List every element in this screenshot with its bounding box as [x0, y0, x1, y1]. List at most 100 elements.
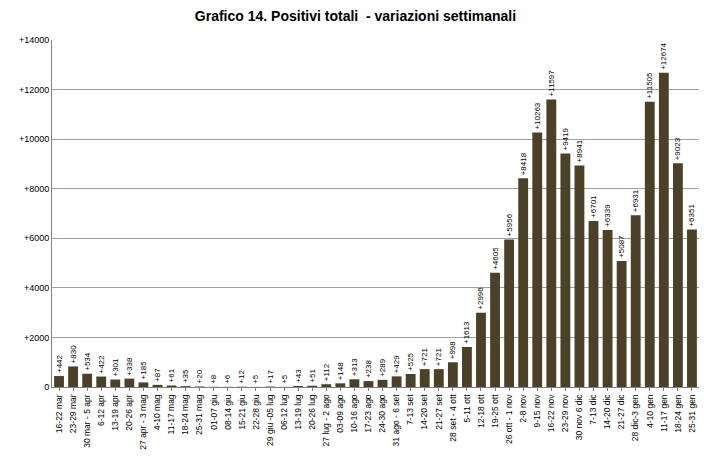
- svg-text:18-24 gen: 18-24 gen: [673, 394, 683, 433]
- svg-text:22-28 giu: 22-28 giu: [251, 394, 261, 430]
- svg-text:+6339: +6339: [603, 204, 612, 227]
- svg-text:25-31 gen: 25-31 gen: [687, 394, 697, 433]
- svg-text:+4000: +4000: [24, 283, 49, 293]
- svg-text:+20: +20: [195, 369, 204, 383]
- svg-text:+301: +301: [111, 358, 120, 377]
- svg-text:+51: +51: [308, 369, 317, 383]
- svg-text:+12674: +12674: [659, 42, 668, 69]
- svg-text:+17: +17: [266, 369, 275, 383]
- svg-text:+6701: +6701: [589, 195, 598, 218]
- svg-text:30 mar - 5 apr: 30 mar - 5 apr: [82, 394, 92, 448]
- svg-text:10-16 ago: 10-16 ago: [349, 394, 359, 433]
- svg-text:+721: +721: [434, 348, 443, 367]
- svg-text:03-09 ago: 03-09 ago: [335, 394, 345, 433]
- svg-text:+8000: +8000: [24, 184, 49, 194]
- svg-text:+4605: +4605: [491, 247, 500, 270]
- svg-text:25-31 mag: 25-31 mag: [194, 394, 204, 435]
- svg-text:+5956: +5956: [505, 213, 514, 236]
- svg-text:+9419: +9419: [561, 128, 570, 151]
- svg-text:+442: +442: [55, 354, 64, 373]
- svg-text:13-19 apr: 13-19 apr: [110, 394, 120, 431]
- svg-text:9-15 nov: 9-15 nov: [532, 394, 542, 428]
- svg-text:+6351: +6351: [687, 204, 696, 227]
- svg-text:+338: +338: [125, 357, 134, 376]
- svg-text:20-26 lug: 20-26 lug: [307, 394, 317, 430]
- svg-text:16-22 nov: 16-22 nov: [546, 394, 556, 433]
- svg-text:14-20 dic: 14-20 dic: [602, 394, 612, 430]
- svg-text:+2000: +2000: [24, 333, 49, 343]
- svg-text:24-30 ago: 24-30 ago: [377, 394, 387, 433]
- svg-text:+112: +112: [322, 363, 331, 381]
- svg-text:+534: +534: [83, 352, 92, 371]
- svg-text:27 apr - 3 mag: 27 apr - 3 mag: [138, 394, 148, 450]
- svg-text:15-21 giu: 15-21 giu: [237, 394, 247, 430]
- svg-text:+313: +313: [350, 358, 359, 377]
- svg-text:+148: +148: [336, 362, 345, 381]
- svg-text:+721: +721: [420, 348, 429, 367]
- svg-text:+998: +998: [448, 341, 457, 360]
- svg-text:+11505: +11505: [645, 72, 654, 99]
- svg-text:23-29 mar: 23-29 mar: [68, 394, 78, 433]
- svg-text:30 nov 6 dic: 30 nov 6 dic: [574, 394, 584, 441]
- svg-text:+10000: +10000: [19, 134, 49, 144]
- svg-text:+8418: +8418: [519, 152, 528, 175]
- svg-text:+5087: +5087: [617, 235, 626, 258]
- svg-text:29 giu -05 lug: 29 giu -05 lug: [265, 394, 275, 446]
- svg-text:+6: +6: [223, 374, 232, 384]
- svg-text:14-20 set: 14-20 set: [419, 394, 429, 430]
- svg-text:21-27 set: 21-27 set: [434, 394, 444, 430]
- svg-text:17-23 ago: 17-23 ago: [363, 394, 373, 433]
- svg-text:31 ago - 6 set: 31 ago - 6 set: [391, 394, 401, 447]
- svg-text:+14000: +14000: [19, 35, 49, 45]
- svg-text:+12: +12: [237, 370, 246, 384]
- svg-text:+185: +185: [139, 361, 148, 380]
- svg-text:6-12 apr: 6-12 apr: [96, 394, 106, 426]
- svg-text:19-25 ott: 19-25 ott: [490, 394, 500, 428]
- svg-text:+1613: +1613: [462, 321, 471, 344]
- svg-text:+12000: +12000: [19, 85, 49, 95]
- svg-text:01-07 giu: 01-07 giu: [209, 394, 219, 430]
- svg-text:+238: +238: [364, 360, 373, 379]
- svg-text:+61: +61: [167, 368, 176, 382]
- svg-text:08-14 giu: 08-14 giu: [223, 394, 233, 430]
- svg-text:27 lug - 2 ago: 27 lug - 2 ago: [321, 394, 331, 446]
- svg-text:21-27 dic: 21-27 dic: [616, 394, 626, 430]
- svg-text:+35: +35: [181, 369, 190, 383]
- svg-text:28 dic-3 gen: 28 dic-3 gen: [630, 394, 640, 441]
- svg-text:+11597: +11597: [547, 70, 556, 97]
- svg-text:0: 0: [44, 382, 49, 392]
- svg-text:+429: +429: [392, 355, 401, 374]
- svg-text:+6931: +6931: [631, 189, 640, 212]
- svg-text:+422: +422: [97, 355, 106, 374]
- svg-text:16-22 mar: 16-22 mar: [54, 394, 64, 433]
- svg-text:+289: +289: [378, 358, 387, 377]
- svg-text:+8: +8: [209, 374, 218, 384]
- svg-text:+5: +5: [280, 374, 289, 384]
- svg-text:7-13 set: 7-13 set: [405, 394, 415, 425]
- svg-text:4-10 gen: 4-10 gen: [645, 394, 655, 428]
- svg-text:+43: +43: [294, 369, 303, 383]
- svg-text:23-29 nov: 23-29 nov: [560, 394, 570, 433]
- svg-text:+6000: +6000: [24, 233, 49, 243]
- svg-text:+830: +830: [69, 345, 78, 364]
- svg-text:+9023: +9023: [673, 137, 682, 160]
- svg-text:26 ott - 1 nov: 26 ott - 1 nov: [504, 394, 514, 444]
- svg-text:+87: +87: [153, 368, 162, 382]
- svg-text:7-13 dic: 7-13 dic: [588, 394, 598, 425]
- svg-text:2-8 nov: 2-8 nov: [518, 394, 528, 423]
- svg-text:4-10 mag: 4-10 mag: [152, 394, 162, 430]
- svg-text:+525: +525: [406, 352, 415, 371]
- svg-text:28 set - 4 ott: 28 set - 4 ott: [448, 394, 458, 442]
- svg-text:18-24 mag: 18-24 mag: [180, 394, 190, 435]
- svg-text:5-11 ott: 5-11 ott: [462, 394, 472, 423]
- svg-text:20-26 apr: 20-26 apr: [124, 394, 134, 431]
- svg-text:+8941: +8941: [575, 139, 584, 162]
- svg-text:Grafico 14. Positivi totali -: Grafico 14. Positivi totali - variazioni…: [195, 8, 516, 24]
- svg-text:+10263: +10263: [533, 102, 542, 129]
- svg-text:11-17 gen: 11-17 gen: [659, 394, 669, 432]
- svg-text:06-12 lug: 06-12 lug: [279, 394, 289, 430]
- svg-text:+5: +5: [251, 374, 260, 384]
- svg-text:+2996: +2996: [476, 287, 485, 310]
- svg-text:11-17 mag: 11-17 mag: [166, 394, 176, 434]
- svg-text:13-19 lug: 13-19 lug: [293, 394, 303, 430]
